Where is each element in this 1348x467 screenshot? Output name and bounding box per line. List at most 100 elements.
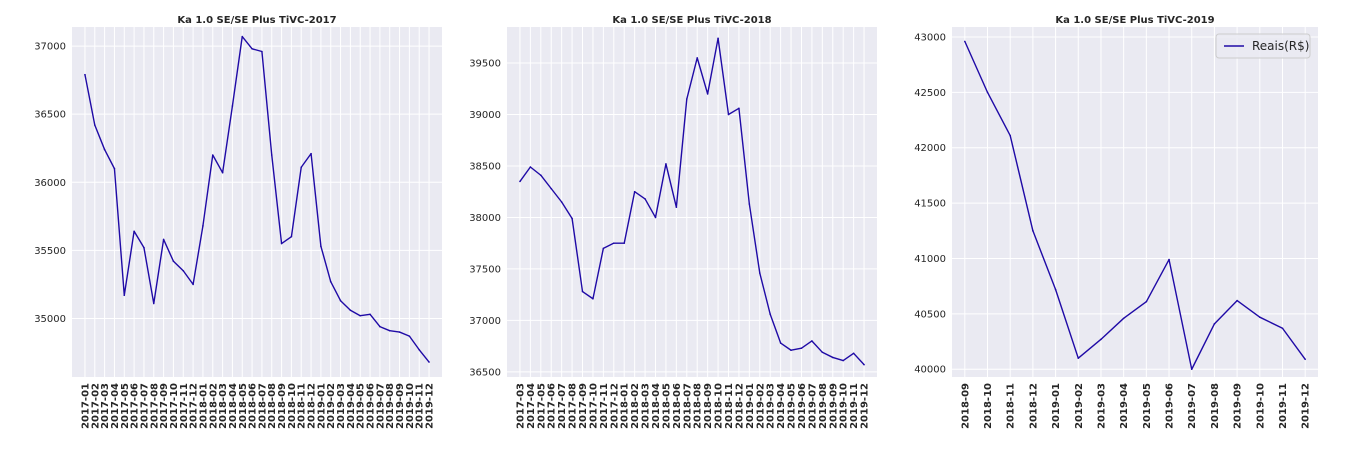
x-tick-label: 2018-12	[307, 383, 318, 429]
data-point	[339, 299, 342, 302]
series-line	[84, 35, 430, 363]
x-tick-label: 2017-07	[557, 383, 568, 429]
data-point	[408, 335, 411, 337]
data-point	[717, 37, 719, 40]
data-point	[831, 356, 834, 359]
x-tick-label: 2019-01	[1051, 383, 1062, 429]
data-point	[379, 325, 381, 328]
data-point	[519, 180, 521, 183]
data-point	[863, 363, 865, 366]
data-point	[1168, 258, 1170, 261]
x-tick-label: 2019-02	[755, 383, 766, 429]
x-tick-label: 2017-08	[149, 383, 160, 429]
x-tick-label: 2018-10	[983, 383, 994, 429]
x-tick-label: 2018-04	[651, 383, 662, 429]
y-tick-label: 42500	[914, 88, 946, 99]
data-point	[790, 349, 792, 352]
data-point	[172, 260, 175, 263]
data-point	[162, 238, 165, 241]
data-point	[1032, 229, 1034, 232]
x-tick-label: 2017-03	[515, 383, 526, 429]
series-line	[964, 41, 1306, 370]
data-point	[84, 73, 86, 76]
x-tick-label: 2017-11	[179, 383, 190, 429]
x-tick-label: 2017-03	[100, 383, 111, 429]
x-tick-label: 2018-11	[1006, 383, 1017, 429]
y-tick-label: 37000	[469, 316, 501, 327]
data-point	[592, 297, 594, 300]
y-tick-label: 39500	[469, 59, 501, 70]
data-point	[665, 163, 667, 165]
x-tick-label: 2019-07	[375, 383, 386, 429]
y-tick-label: 38000	[469, 213, 501, 224]
data-point	[270, 154, 273, 156]
data-point	[633, 190, 636, 193]
x-tick-label: 2019-02	[326, 383, 337, 429]
data-point	[1122, 317, 1125, 320]
x-tick-label: 2018-10	[287, 383, 298, 429]
plot-area	[952, 27, 1318, 377]
chart-title: Ka 1.0 SE/SE Plus TiVC-2019	[1055, 15, 1214, 26]
y-tick-label: 35500	[34, 246, 66, 257]
data-point	[359, 314, 362, 317]
legend-label: Reais(R$)	[1252, 39, 1309, 53]
data-point	[1213, 323, 1216, 325]
x-tick-label: 2019-07	[1187, 383, 1198, 429]
data-point	[93, 124, 96, 126]
data-point	[623, 242, 626, 244]
x-tick-label: 2018-07	[257, 383, 268, 429]
data-point	[560, 201, 563, 203]
data-point	[964, 40, 966, 43]
x-tick-label: 2017-09	[159, 383, 170, 429]
y-tick-label: 41000	[914, 254, 946, 265]
x-tick-label: 2019-06	[797, 383, 808, 429]
data-point	[182, 269, 185, 272]
data-point	[986, 91, 989, 94]
data-point	[192, 283, 194, 286]
data-point	[113, 167, 116, 170]
data-point	[758, 272, 761, 274]
data-point	[221, 171, 224, 174]
x-tick-label: 2018-01	[620, 383, 631, 429]
y-tick-label: 39000	[469, 110, 501, 121]
data-point	[280, 242, 283, 245]
data-point	[550, 187, 553, 190]
x-tick-label: 2018-06	[248, 383, 259, 429]
data-point	[398, 331, 401, 333]
x-tick-label: 2019-05	[787, 383, 798, 429]
y-tick-label: 43000	[914, 32, 946, 43]
x-tick-label: 2017-01	[80, 383, 91, 429]
x-tick-label: 2019-03	[1096, 383, 1107, 429]
data-point	[1236, 299, 1238, 302]
x-tick-label: 2018-03	[641, 383, 652, 429]
x-tick-label: 2017-04	[110, 383, 121, 429]
x-tick-label: 2017-08	[568, 383, 579, 429]
x-tick-label: 2017-07	[139, 383, 150, 429]
x-tick-label: 2019-05	[356, 383, 367, 429]
x-tick-label: 2018-08	[267, 383, 278, 429]
x-tick-label: 2019-09	[828, 383, 839, 429]
x-tick-label: 2019-04	[776, 383, 787, 429]
data-point	[748, 203, 751, 205]
data-point	[300, 166, 303, 169]
data-point	[1145, 300, 1148, 303]
y-tick-label: 36000	[34, 178, 66, 189]
x-tick-label: 2018-02	[630, 383, 641, 429]
x-tick-label: 2017-06	[547, 383, 558, 429]
x-tick-label: 2019-06	[1165, 383, 1176, 429]
data-point	[1304, 358, 1306, 361]
data-point	[602, 247, 605, 250]
data-point	[529, 166, 532, 168]
x-tick-label: 2017-11	[599, 383, 610, 429]
y-tick-label: 40500	[914, 309, 946, 320]
data-point	[388, 329, 391, 332]
x-tick-label: 2018-01	[198, 383, 209, 429]
x-tick-label: 2018-10	[714, 383, 725, 429]
plot-area	[72, 27, 442, 377]
x-tick-label: 2017-10	[169, 383, 180, 429]
data-point	[738, 107, 740, 110]
legend-box	[1215, 33, 1311, 59]
data-point	[540, 174, 542, 177]
x-tick-label: 2018-09	[703, 383, 714, 429]
x-tick-label: 2019-09	[1233, 383, 1244, 429]
